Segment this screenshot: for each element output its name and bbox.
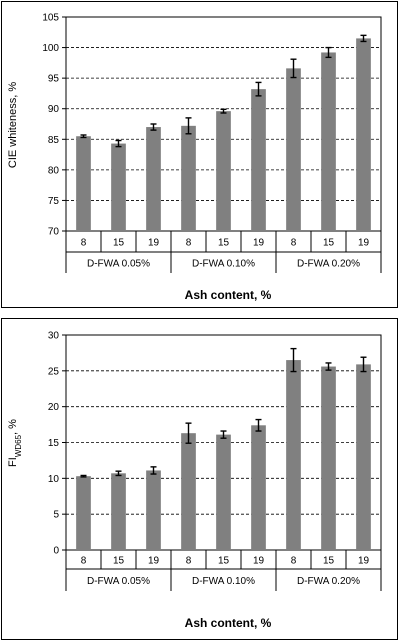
y-tick-label: 100 [42,43,59,54]
bar [356,38,371,232]
x-tick-label: 8 [81,238,87,249]
x-tick-label: 15 [113,556,125,567]
bar [111,143,126,231]
bar [146,470,161,550]
x-tick-label: 8 [186,238,192,249]
x-axis-label: Ash content, % [185,616,272,630]
y-tick-label: 10 [48,474,60,485]
x-tick-label: 15 [323,238,335,249]
x-tick-label: 19 [148,556,160,567]
group-label: D-FWA 0.05% [87,259,150,270]
chart-fi-wd65: FIWD65, % Ash content, % 0 5 10 15 20 25 30 8 15… [1,318,398,640]
bar [286,68,301,231]
y-axis-label: CIE whiteness, % [7,82,19,168]
bar [76,476,91,550]
x-tick-label: 19 [358,556,370,567]
y-tick-label: 80 [48,165,60,176]
bar [321,52,336,231]
group-label: D-FWA 0.10% [192,576,255,587]
bar [356,364,371,550]
chart-cie-whiteness: CIE whiteness, % Ash content, % 70 75 80 85… [1,1,398,308]
group-label: D-FWA 0.20% [297,259,360,270]
y-tick-label: 75 [48,196,60,207]
bar [146,127,161,231]
y-tick-label: 70 [48,227,60,238]
x-tick-label: 8 [186,556,192,567]
x-tick-label: 19 [253,556,265,567]
x-tick-label: 15 [323,556,335,567]
bar [251,425,266,550]
y-tick-label: 15 [48,438,60,449]
x-tick-label: 8 [291,556,297,567]
bar [286,360,301,550]
y-tick-label: 20 [48,402,60,413]
x-axis-label: Ash content, % [185,288,272,302]
group-label: D-FWA 0.10% [192,259,255,270]
bar [216,434,231,550]
y-tick-label: 5 [53,510,59,521]
bar [321,366,336,550]
y-tick-label: 95 [48,74,60,85]
group-label: D-FWA 0.05% [87,576,150,587]
x-tick-label: 15 [113,238,125,249]
x-tick-label: 19 [253,238,265,249]
x-tick-label: 19 [358,238,370,249]
bar [111,473,126,550]
y-tick-label: 25 [48,366,60,377]
x-tick-label: 19 [148,238,160,249]
y-axis-label: FIWD65, % [7,419,23,467]
bar [181,433,196,550]
y-axis-label-suffix: , % [7,419,19,435]
y-tick-label: 85 [48,135,60,146]
group-label: D-FWA 0.20% [297,576,360,587]
x-tick-label: 15 [218,238,230,249]
x-tick-label: 8 [81,556,87,567]
x-tick-label: 15 [218,556,230,567]
bar [216,111,231,231]
bar [76,136,91,231]
y-tick-label: 105 [42,13,59,24]
y-tick-label: 0 [53,546,59,557]
y-tick-label: 90 [48,104,60,115]
y-tick-label: 30 [48,331,60,342]
bar [251,89,266,231]
bar [181,125,196,231]
y-axis-label-subscript: WD65 [14,434,23,457]
y-axis-label-main: FI [7,457,19,467]
x-tick-label: 8 [291,238,297,249]
